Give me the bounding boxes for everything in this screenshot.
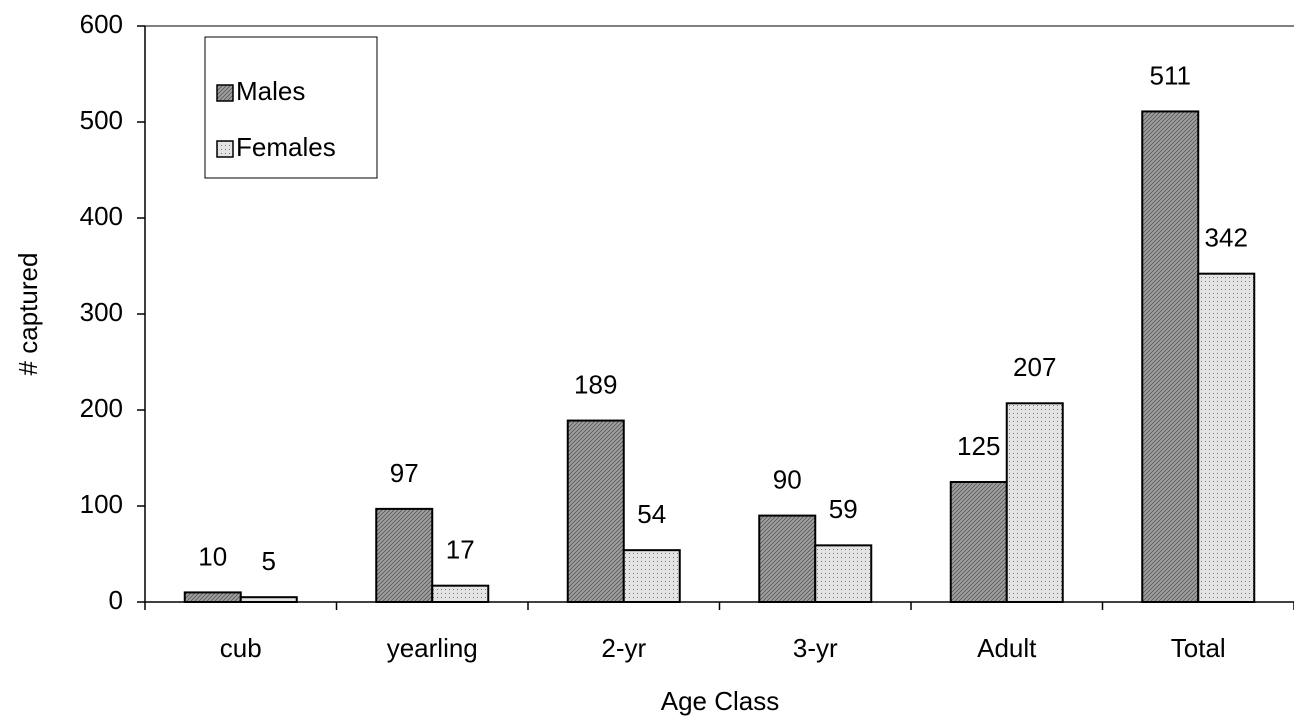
data-label: 10	[198, 541, 227, 571]
y-tick-label: 100	[80, 489, 123, 519]
bar	[1197, 272, 1256, 603]
bar	[758, 514, 817, 603]
legend-label: Males	[236, 76, 305, 106]
legend-swatch	[216, 140, 234, 158]
x-tick-label: cub	[220, 633, 262, 663]
y-axis-label: # captured	[13, 253, 43, 376]
bar	[566, 419, 625, 603]
data-label: 97	[390, 458, 419, 488]
y-tick-label: 500	[80, 105, 123, 135]
x-tick-label: yearling	[387, 633, 478, 663]
y-tick-label: 400	[80, 201, 123, 231]
data-label: 511	[1150, 60, 1191, 90]
data-label: 342	[1205, 223, 1248, 253]
bar	[239, 596, 298, 604]
bar	[431, 584, 490, 603]
y-tick-label: 0	[109, 585, 123, 615]
data-label: 17	[446, 535, 475, 565]
y-tick-label: 300	[80, 297, 123, 327]
legend-swatch	[216, 84, 234, 102]
y-tick-label: 600	[80, 9, 123, 39]
x-tick-label: Total	[1171, 633, 1226, 663]
x-tick-label: 3-yr	[793, 633, 838, 663]
data-label: 125	[957, 431, 1000, 461]
data-label: 54	[637, 499, 666, 529]
bar	[622, 549, 681, 603]
x-axis-label: Age Class	[661, 686, 780, 716]
bar	[375, 507, 434, 604]
bar	[1005, 402, 1064, 603]
x-tick-label: 2-yr	[601, 633, 646, 663]
data-label: 90	[773, 464, 802, 494]
legend-label: Females	[236, 132, 336, 162]
data-label: 189	[574, 369, 617, 399]
bar	[183, 591, 242, 604]
y-tick-label: 200	[80, 393, 123, 423]
data-label: 5	[262, 546, 276, 576]
data-label: 59	[829, 494, 858, 524]
x-tick-label: Adult	[977, 633, 1037, 663]
bar	[1141, 110, 1200, 603]
bar	[814, 544, 873, 603]
data-label: 207	[1013, 352, 1056, 382]
bar	[949, 481, 1008, 603]
